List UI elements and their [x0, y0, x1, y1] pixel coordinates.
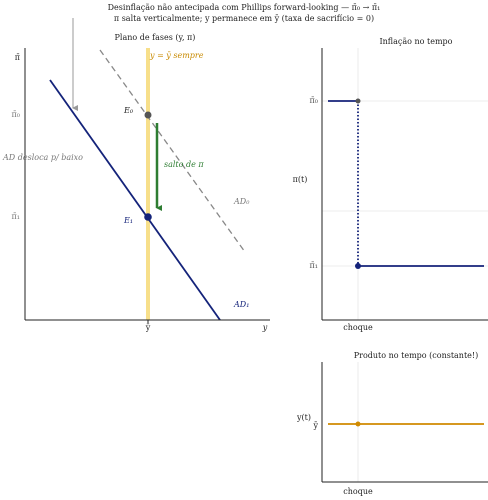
- title: Desinflação não antecipada com Phillips …: [108, 3, 381, 12]
- x-label: y: [262, 323, 268, 332]
- point: [355, 98, 361, 104]
- y-label: π̄₁: [12, 212, 20, 221]
- y-axis-title: π(t): [293, 175, 308, 184]
- y-label: π̄₁: [310, 261, 318, 270]
- panel-title: Inflação no tempo: [379, 37, 452, 46]
- ad1: [49, 79, 221, 321]
- note: AD desloca p/ baixo: [2, 153, 83, 162]
- y-label: π̄₀: [12, 110, 20, 119]
- vline-label: y = ȳ sempre: [149, 51, 204, 60]
- y-label: π̄: [15, 53, 20, 62]
- subtitle: π salta verticalmente; y permanece em ȳ …: [114, 14, 374, 23]
- point: [355, 421, 361, 427]
- panel-title: Produto no tempo (constante!): [354, 351, 479, 360]
- point-e1: [144, 213, 152, 221]
- curve-label: AD₁: [233, 300, 249, 309]
- arrow-label: salto de π: [164, 160, 204, 169]
- x-label: ȳ: [145, 323, 151, 332]
- ad0: [99, 49, 246, 253]
- y-label: π̄₀: [310, 96, 318, 105]
- vline: [146, 48, 150, 320]
- x-label: choque: [343, 323, 373, 332]
- point-label: E₁: [123, 216, 133, 225]
- point-e0: [144, 111, 152, 119]
- y-axis-title: y(t): [296, 413, 311, 422]
- x-label: choque: [343, 487, 373, 496]
- y-label: ȳ: [312, 421, 318, 430]
- point: [355, 263, 361, 269]
- panel-title: Plano de fases (y, π): [115, 33, 196, 42]
- curve-label: AD₀: [233, 197, 250, 206]
- point-label: E₀: [123, 106, 134, 115]
